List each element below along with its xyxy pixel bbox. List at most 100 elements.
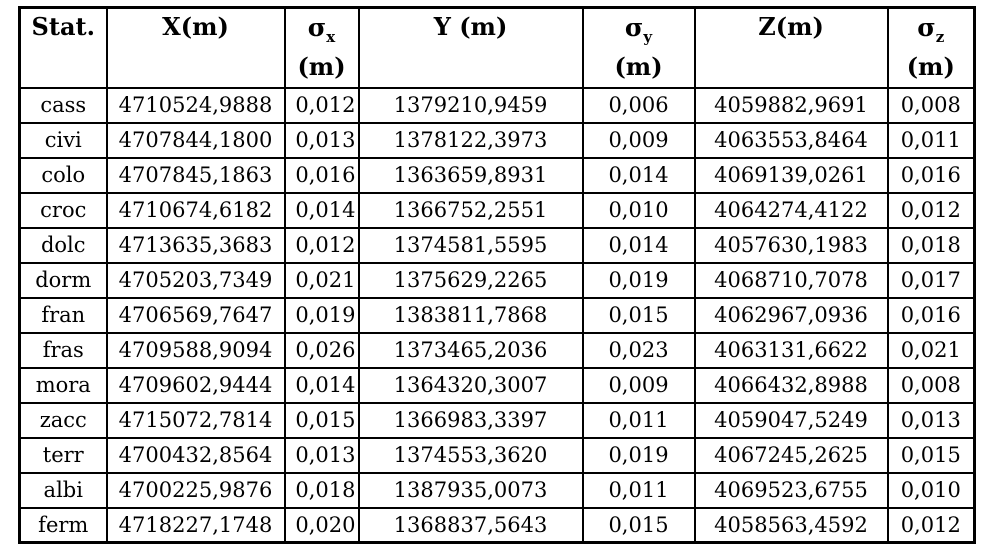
table-row: fran 4706569,7647 0,019 1383811,7868 0,015 40… xyxy=(18,296,976,334)
cell-sigma-x: 0,018 xyxy=(283,471,360,509)
cell-x: 4700432,8564 xyxy=(105,436,286,474)
cell-sigma-z: 0,017 xyxy=(886,261,976,299)
cell-x: 4718227,1748 xyxy=(105,506,286,544)
cell-y: 1374581,5595 xyxy=(357,226,584,264)
cell-sigma-y: 0,014 xyxy=(581,226,696,264)
cell-sigma-z: 0,013 xyxy=(886,401,976,439)
cell-sigma-y: 0,023 xyxy=(581,331,696,369)
cell-z: 4059882,9691 xyxy=(693,86,889,124)
cell-y: 1374553,3620 xyxy=(357,436,584,474)
cell-z: 4058563,4592 xyxy=(693,506,889,544)
cell-sigma-z: 0,010 xyxy=(886,471,976,509)
cell-x: 4706569,7647 xyxy=(105,296,286,334)
cell-sigma-x: 0,021 xyxy=(283,261,360,299)
header-row: Stat. X(m) σx (m) Y (m) σy (m) Z(m) σz (… xyxy=(18,6,976,89)
table-row: civi 4707844,1800 0,013 1378122,3973 0,009 40… xyxy=(18,121,976,159)
cell-y: 1366983,3397 xyxy=(357,401,584,439)
cell-station: fras xyxy=(18,331,108,369)
cell-sigma-x: 0,014 xyxy=(283,366,360,404)
cell-sigma-y: 0,019 xyxy=(581,261,696,299)
cell-station: civi xyxy=(18,121,108,159)
cell-z: 4062967,0936 xyxy=(693,296,889,334)
table-row: mora 4709602,9444 0,014 1364320,3007 0,009 40… xyxy=(18,366,976,404)
cell-sigma-y: 0,014 xyxy=(581,156,696,194)
cell-x: 4700225,9876 xyxy=(105,471,286,509)
cell-sigma-z: 0,021 xyxy=(886,331,976,369)
col-header-sigma-z: σz (m) xyxy=(886,6,976,89)
table-body: cass 4710524,9888 0,012 1379210,9459 0,006 40… xyxy=(18,86,976,544)
cell-sigma-y: 0,019 xyxy=(581,436,696,474)
cell-sigma-y: 0,010 xyxy=(581,191,696,229)
table-row: colo 4707845,1863 0,016 1363659,8931 0,014 40… xyxy=(18,156,976,194)
cell-y: 1366752,2551 xyxy=(357,191,584,229)
col-header-station: Stat. xyxy=(18,6,108,89)
sigma-z-symbol: σz xyxy=(917,13,945,46)
cell-station: terr xyxy=(18,436,108,474)
cell-z: 4066432,8988 xyxy=(693,366,889,404)
cell-station: dorm xyxy=(18,261,108,299)
sigma-y-unit: (m) xyxy=(614,52,663,81)
table-row: fras 4709588,9094 0,026 1373465,2036 0,023 40… xyxy=(18,331,976,369)
cell-sigma-x: 0,019 xyxy=(283,296,360,334)
cell-y: 1368837,5643 xyxy=(357,506,584,544)
cell-y: 1387935,0073 xyxy=(357,471,584,509)
cell-x: 4715072,7814 xyxy=(105,401,286,439)
cell-sigma-z: 0,012 xyxy=(886,506,976,544)
col-header-y: Y (m) xyxy=(357,6,584,89)
col-header-sigma-x: σx (m) xyxy=(283,6,360,89)
cell-sigma-z: 0,015 xyxy=(886,436,976,474)
cell-z: 4064274,4122 xyxy=(693,191,889,229)
cell-y: 1363659,8931 xyxy=(357,156,584,194)
cell-y: 1383811,7868 xyxy=(357,296,584,334)
cell-sigma-x: 0,013 xyxy=(283,436,360,474)
cell-sigma-x: 0,014 xyxy=(283,191,360,229)
cell-sigma-y: 0,011 xyxy=(581,471,696,509)
sigma-x-unit: (m) xyxy=(297,52,346,81)
cell-z: 4069523,6755 xyxy=(693,471,889,509)
cell-x: 4710524,9888 xyxy=(105,86,286,124)
station-coordinates-table: Stat. X(m) σx (m) Y (m) σy (m) Z(m) σz (… xyxy=(18,6,976,544)
cell-z: 4069139,0261 xyxy=(693,156,889,194)
cell-z: 4057630,1983 xyxy=(693,226,889,264)
col-header-x: X(m) xyxy=(105,6,286,89)
cell-sigma-y: 0,006 xyxy=(581,86,696,124)
sigma-x-symbol: σx xyxy=(307,13,336,46)
cell-sigma-z: 0,011 xyxy=(886,121,976,159)
table-row: dorm 4705203,7349 0,021 1375629,2265 0,019 40… xyxy=(18,261,976,299)
cell-sigma-x: 0,012 xyxy=(283,226,360,264)
cell-sigma-y: 0,015 xyxy=(581,296,696,334)
cell-y: 1364320,3007 xyxy=(357,366,584,404)
cell-sigma-y: 0,009 xyxy=(581,121,696,159)
cell-sigma-z: 0,008 xyxy=(886,366,976,404)
table-row: cass 4710524,9888 0,012 1379210,9459 0,006 40… xyxy=(18,86,976,124)
cell-station: cass xyxy=(18,86,108,124)
cell-x: 4705203,7349 xyxy=(105,261,286,299)
table-row: dolc 4713635,3683 0,012 1374581,5595 0,014 40… xyxy=(18,226,976,264)
cell-sigma-x: 0,026 xyxy=(283,331,360,369)
cell-z: 4063553,8464 xyxy=(693,121,889,159)
cell-sigma-x: 0,015 xyxy=(283,401,360,439)
col-header-z: Z(m) xyxy=(693,6,889,89)
cell-x: 4707845,1863 xyxy=(105,156,286,194)
cell-station: zacc xyxy=(18,401,108,439)
cell-sigma-y: 0,015 xyxy=(581,506,696,544)
cell-sigma-y: 0,011 xyxy=(581,401,696,439)
cell-station: fran xyxy=(18,296,108,334)
table-row: albi 4700225,9876 0,018 1387935,0073 0,011 40… xyxy=(18,471,976,509)
sigma-y-symbol: σy xyxy=(624,13,653,46)
cell-x: 4709588,9094 xyxy=(105,331,286,369)
col-header-sigma-y: σy (m) xyxy=(581,6,696,89)
table-row: ferm 4718227,1748 0,020 1368837,5643 0,015 40… xyxy=(18,506,976,544)
cell-sigma-z: 0,016 xyxy=(886,156,976,194)
cell-station: ferm xyxy=(18,506,108,544)
cell-z: 4068710,7078 xyxy=(693,261,889,299)
cell-sigma-z: 0,012 xyxy=(886,191,976,229)
cell-sigma-y: 0,009 xyxy=(581,366,696,404)
station-coordinates-table-wrap: Stat. X(m) σx (m) Y (m) σy (m) Z(m) σz (… xyxy=(18,6,976,544)
cell-y: 1375629,2265 xyxy=(357,261,584,299)
cell-station: dolc xyxy=(18,226,108,264)
table-row: croc 4710674,6182 0,014 1366752,2551 0,010 40… xyxy=(18,191,976,229)
cell-station: colo xyxy=(18,156,108,194)
cell-z: 4063131,6622 xyxy=(693,331,889,369)
